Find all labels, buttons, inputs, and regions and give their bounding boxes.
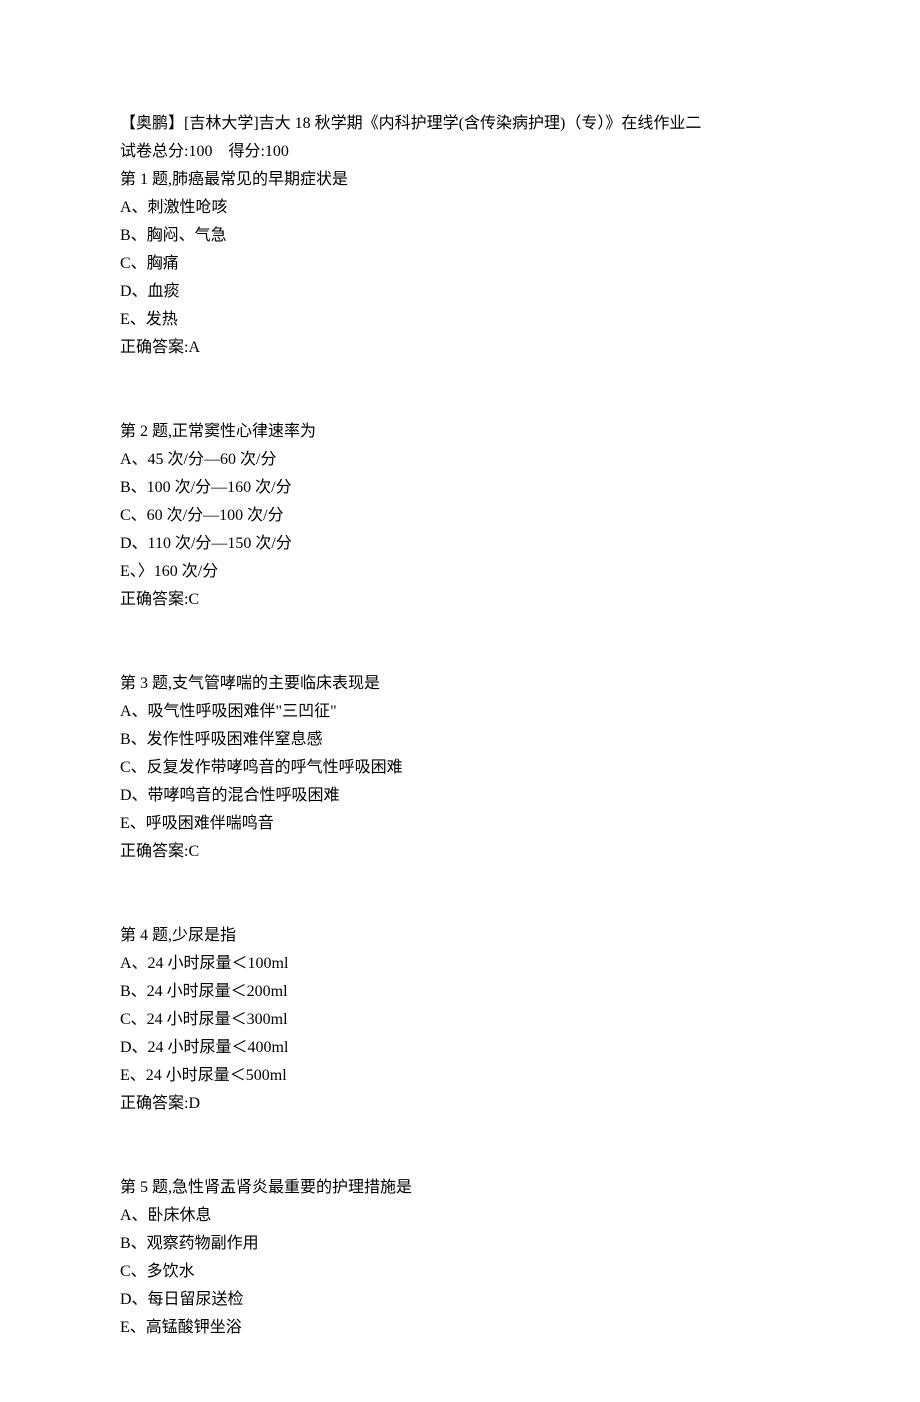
- option-d: D、110 次/分—150 次/分: [120, 530, 800, 558]
- option-a: A、45 次/分—60 次/分: [120, 446, 800, 474]
- option-b: B、100 次/分—160 次/分: [120, 474, 800, 502]
- option-c: C、多饮水: [120, 1258, 800, 1286]
- question-4: 第 4 题,少尿是指 A、24 小时尿量＜100ml B、24 小时尿量＜200…: [120, 922, 800, 1118]
- option-b: B、24 小时尿量＜200ml: [120, 978, 800, 1006]
- question-prompt: 第 1 题,肺癌最常见的早期症状是: [120, 166, 800, 194]
- question-5: 第 5 题,急性肾盂肾炎最重要的护理措施是 A、卧床休息 B、观察药物副作用 C…: [120, 1174, 800, 1342]
- option-c: C、反复发作带哮鸣音的呼气性呼吸困难: [120, 754, 800, 782]
- question-2: 第 2 题,正常窦性心律速率为 A、45 次/分—60 次/分 B、100 次/…: [120, 418, 800, 614]
- spacer: [120, 866, 800, 922]
- option-b: B、观察药物副作用: [120, 1230, 800, 1258]
- option-a: A、刺激性呛咳: [120, 194, 800, 222]
- exam-page: 【奥鹏】[吉林大学]吉大 18 秋学期《内科护理学(含传染病护理)（专）》在线作…: [0, 0, 920, 1402]
- option-e: E、呼吸困难伴喘鸣音: [120, 810, 800, 838]
- answer: 正确答案:C: [120, 838, 800, 866]
- option-a: A、24 小时尿量＜100ml: [120, 950, 800, 978]
- answer: 正确答案:D: [120, 1090, 800, 1118]
- option-e: E、〉160 次/分: [120, 558, 800, 586]
- option-d: D、每日留尿送检: [120, 1286, 800, 1314]
- option-b: B、胸闷、气急: [120, 222, 800, 250]
- answer: 正确答案:C: [120, 586, 800, 614]
- option-e: E、24 小时尿量＜500ml: [120, 1062, 800, 1090]
- question-prompt: 第 3 题,支气管哮喘的主要临床表现是: [120, 670, 800, 698]
- page-title: 【奥鹏】[吉林大学]吉大 18 秋学期《内科护理学(含传染病护理)（专）》在线作…: [120, 110, 800, 138]
- answer: 正确答案:A: [120, 334, 800, 362]
- option-d: D、血痰: [120, 278, 800, 306]
- option-b: B、发作性呼吸困难伴窒息感: [120, 726, 800, 754]
- option-c: C、24 小时尿量＜300ml: [120, 1006, 800, 1034]
- question-prompt: 第 5 题,急性肾盂肾炎最重要的护理措施是: [120, 1174, 800, 1202]
- option-d: D、24 小时尿量＜400ml: [120, 1034, 800, 1062]
- option-c: C、60 次/分—100 次/分: [120, 502, 800, 530]
- spacer: [120, 362, 800, 418]
- spacer: [120, 1118, 800, 1174]
- score-line: 试卷总分:100 得分:100: [120, 138, 800, 166]
- option-a: A、卧床休息: [120, 1202, 800, 1230]
- option-a: A、吸气性呼吸困难伴"三凹征": [120, 698, 800, 726]
- spacer: [120, 614, 800, 670]
- option-e: E、高锰酸钾坐浴: [120, 1314, 800, 1342]
- option-c: C、胸痛: [120, 250, 800, 278]
- option-e: E、发热: [120, 306, 800, 334]
- question-3: 第 3 题,支气管哮喘的主要临床表现是 A、吸气性呼吸困难伴"三凹征" B、发作…: [120, 670, 800, 866]
- question-prompt: 第 4 题,少尿是指: [120, 922, 800, 950]
- question-1: 第 1 题,肺癌最常见的早期症状是 A、刺激性呛咳 B、胸闷、气急 C、胸痛 D…: [120, 166, 800, 362]
- option-d: D、带哮鸣音的混合性呼吸困难: [120, 782, 800, 810]
- question-prompt: 第 2 题,正常窦性心律速率为: [120, 418, 800, 446]
